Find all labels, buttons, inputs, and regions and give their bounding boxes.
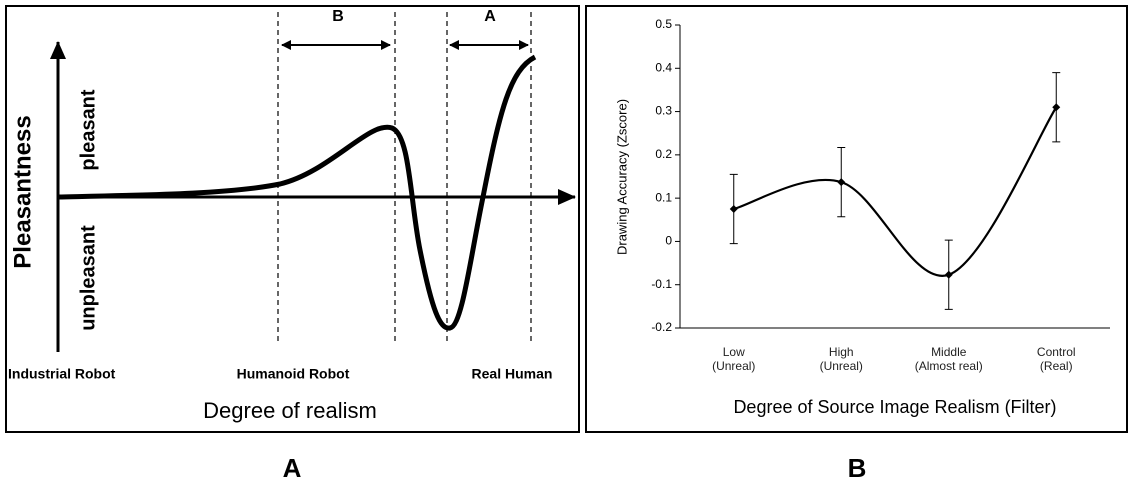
x-tick-label: High (Unreal) (819, 345, 863, 373)
y-tick-label: 0 (665, 234, 672, 248)
dashed-guides (277, 12, 532, 345)
x-tick-label: Low (Unreal) (712, 345, 756, 373)
line (733, 106, 1058, 277)
x-label: Humanoid Robot (237, 366, 350, 382)
x-label: Real Human (472, 366, 553, 382)
arrow-label: B (332, 8, 344, 25)
x-tick-label: Middle (Almost real) (914, 345, 983, 373)
arrow-label: A (484, 8, 496, 25)
marker (837, 178, 846, 187)
x-label: Industrial Robot (8, 366, 116, 382)
x-axis-title: Degree of Source Image Realism (Filter) (733, 397, 1056, 417)
panel-b-frame (585, 5, 1128, 433)
caption: A (283, 453, 302, 483)
y-tick-label: 0.1 (655, 190, 672, 204)
x-tick-label: Control (Real) (1036, 345, 1076, 373)
y-tick-label: 0.4 (655, 60, 672, 74)
caption: B (848, 453, 867, 483)
y-tick-label: 0.2 (655, 147, 672, 161)
marker (944, 270, 953, 279)
y-axis-title: Drawing Accuracy (Zscore) (614, 99, 629, 255)
y-tick-label: 0.3 (655, 104, 672, 118)
y-lower-label: unpleasant (77, 225, 99, 331)
y-tick-label: -0.2 (651, 320, 672, 334)
marker (729, 204, 738, 213)
y-tick-label: -0.1 (651, 277, 672, 291)
y-upper-label: pleasant (77, 89, 99, 170)
marker (1052, 103, 1061, 112)
x-title: Degree of realism (203, 398, 377, 423)
y-tick-label: 0.5 (655, 17, 672, 31)
uncanny-curve (57, 54, 537, 331)
panel-a-frame (5, 5, 580, 433)
y-title: Pleasantness (9, 115, 36, 268)
